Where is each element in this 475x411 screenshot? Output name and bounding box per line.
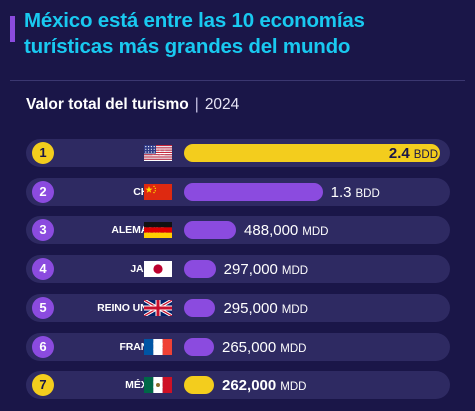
value-number: 295,000 bbox=[223, 299, 278, 317]
value-label: 265,000 MDD bbox=[222, 333, 306, 363]
value-label: 488,000 MDD bbox=[244, 216, 328, 246]
title-accent-bar bbox=[10, 16, 15, 42]
title-block: México está entre las 10 economías turís… bbox=[10, 8, 465, 60]
bar-row: 3 ALEMANIA 488,000 MDD bbox=[26, 216, 450, 246]
rank-badge: 3 bbox=[32, 219, 54, 242]
bar bbox=[184, 182, 323, 201]
value-unit: MDD bbox=[281, 303, 308, 316]
bar bbox=[184, 376, 214, 395]
france-flag-icon bbox=[144, 338, 172, 355]
chart-title-line-1: México está entre las 10 economías bbox=[24, 9, 365, 32]
bar-row: 6 FRANCIA 265,000 MDD bbox=[26, 332, 450, 363]
bar bbox=[184, 260, 216, 279]
bar bbox=[184, 337, 214, 356]
value-label: 1.3 BDD bbox=[331, 178, 380, 208]
rank-badge: 4 bbox=[32, 258, 54, 281]
value-unit: MDD bbox=[280, 342, 307, 355]
value-unit: MDD bbox=[280, 381, 307, 394]
rank-badge: 7 bbox=[32, 374, 54, 397]
value-number: 262,000 bbox=[222, 377, 277, 395]
value-number: 265,000 bbox=[222, 338, 277, 356]
china-flag-icon bbox=[144, 183, 172, 200]
mexico-flag-icon bbox=[144, 377, 172, 394]
bar bbox=[184, 144, 440, 162]
value-unit: MDD bbox=[281, 265, 309, 278]
value-label: 297,000 MDD bbox=[224, 255, 308, 285]
bar bbox=[184, 221, 237, 240]
chart-subtitle: Valor total del turismo | 2024 bbox=[26, 95, 239, 115]
japan-flag-icon bbox=[144, 261, 172, 278]
value-unit: BDD bbox=[413, 149, 438, 161]
uk-flag-icon bbox=[144, 299, 172, 316]
value-label: 2.4 BDD bbox=[389, 139, 438, 169]
header-divider bbox=[10, 80, 465, 81]
value-label: 262,000 MDD bbox=[222, 371, 306, 401]
value-unit: BDD bbox=[355, 187, 380, 200]
rank-badge: 1 bbox=[32, 142, 54, 164]
chart-title: México está entre las 10 economías turís… bbox=[24, 8, 465, 60]
value-number: 1.3 bbox=[330, 183, 352, 201]
rank-badge: 5 bbox=[32, 296, 54, 319]
rank-badge: 6 bbox=[32, 335, 54, 358]
subtitle-year: 2024 bbox=[204, 96, 240, 113]
value-number: 297,000 bbox=[223, 261, 278, 279]
bar bbox=[184, 298, 216, 317]
value-label: 295,000 MDD bbox=[223, 294, 307, 324]
value-number: 488,000 bbox=[244, 222, 299, 240]
bar-row: 5 REINO UNIDO 295,000 MDD bbox=[26, 293, 450, 324]
subtitle-label: Valor total del turismo bbox=[26, 96, 189, 113]
germany-flag-icon bbox=[144, 222, 172, 239]
chart-title-line-2: turísticas más grandes del mundo bbox=[24, 35, 351, 58]
subtitle-separator: | bbox=[194, 96, 199, 113]
rank-badge: 2 bbox=[32, 180, 54, 203]
us-flag-icon bbox=[144, 145, 172, 161]
value-number: 2.4 bbox=[388, 145, 410, 162]
value-unit: MDD bbox=[302, 226, 329, 239]
